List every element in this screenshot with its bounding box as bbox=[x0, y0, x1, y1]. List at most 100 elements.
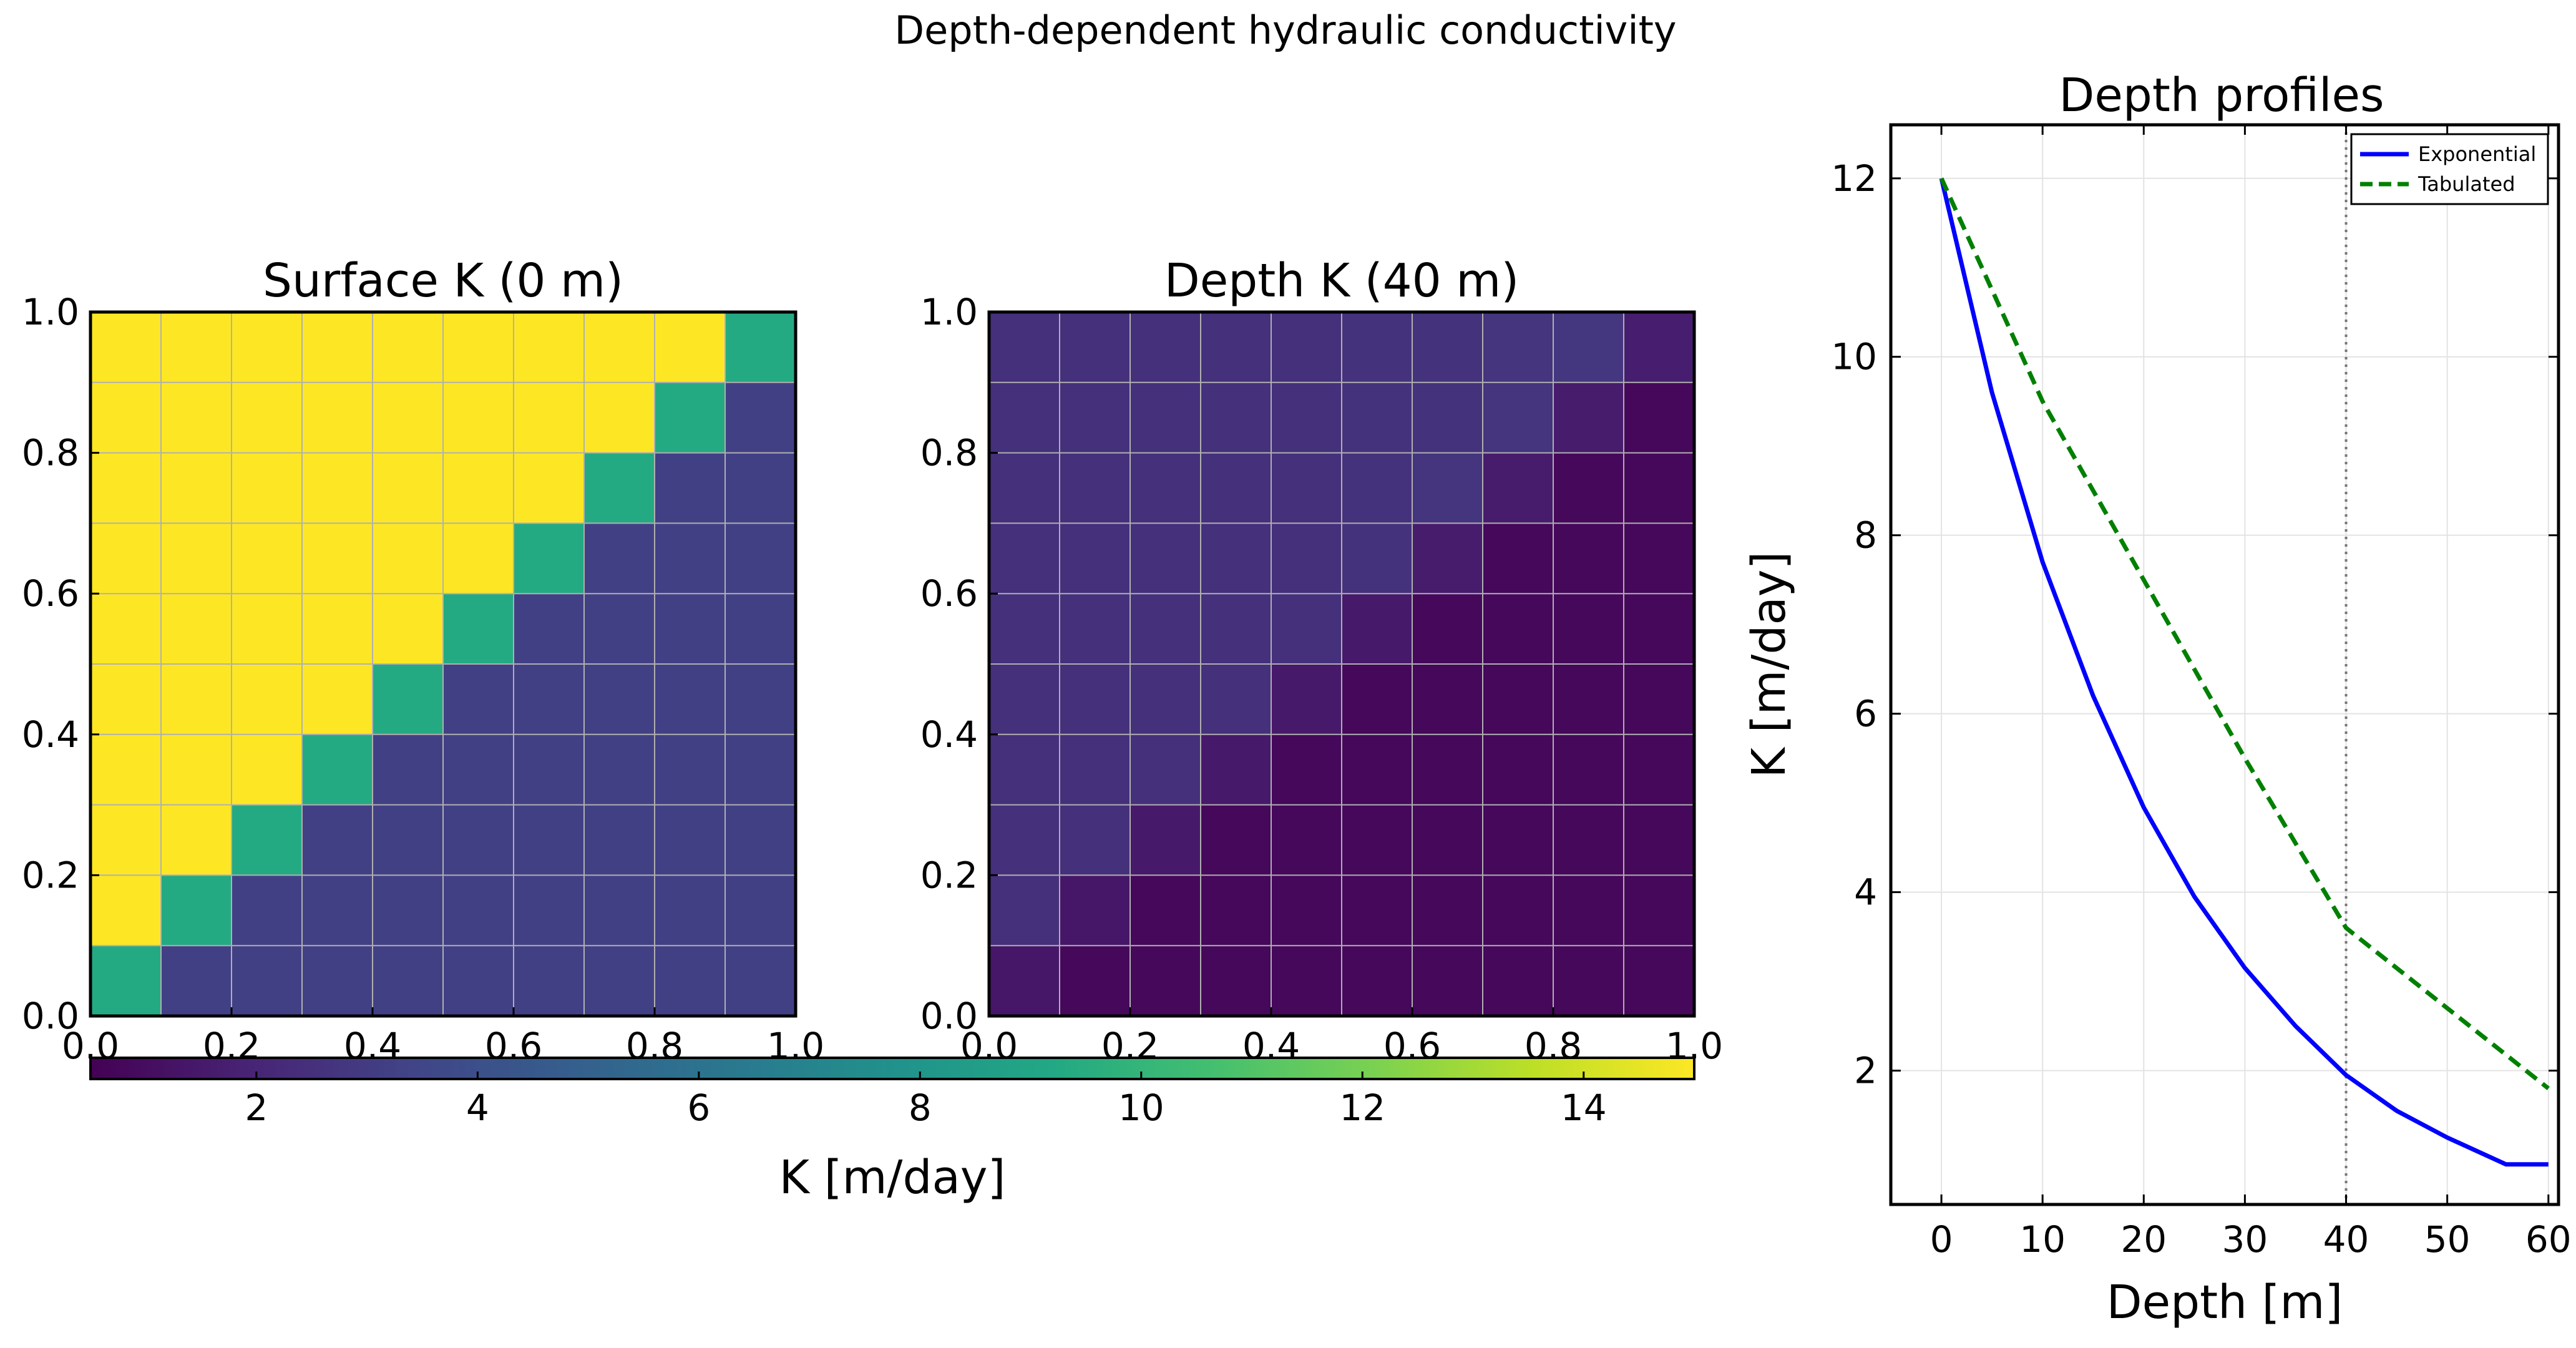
heatmap-cell bbox=[1624, 804, 1695, 876]
heatmap-cell bbox=[1201, 452, 1272, 524]
heatmap-cell bbox=[1342, 312, 1413, 383]
heatmap-cell bbox=[302, 312, 373, 383]
heatmap-cell bbox=[584, 452, 655, 524]
heatmap-cell bbox=[1483, 593, 1554, 665]
heatmap-cell bbox=[1553, 452, 1624, 524]
heatmap-cell bbox=[989, 452, 1060, 524]
heatmap-cell bbox=[1342, 734, 1413, 806]
heatmap-surface-y-ticks: 0.0 0.2 0.4 0.6 0.8 1.0 bbox=[22, 291, 99, 1037]
heatmap-cell bbox=[373, 523, 444, 594]
heatmap-cell bbox=[443, 734, 514, 806]
heatmap-cell bbox=[1271, 804, 1342, 876]
heatmap-cell bbox=[373, 452, 444, 524]
heatmap-surface-grid bbox=[90, 312, 796, 1016]
series-line-exponential bbox=[1939, 177, 2549, 1167]
heatmap-cell bbox=[1624, 452, 1695, 524]
heatmap-cell bbox=[1342, 875, 1413, 946]
heatmap-cell bbox=[1060, 593, 1131, 665]
heatmap-cell bbox=[655, 593, 726, 665]
heatmap-cell bbox=[302, 452, 373, 524]
y-tick-label: 8 bbox=[1854, 514, 1877, 557]
heatmap-cell bbox=[989, 945, 1060, 1017]
y-tick-label: 1.0 bbox=[22, 291, 79, 333]
heatmap-cell bbox=[1201, 945, 1272, 1017]
y-tick-label: 0.6 bbox=[22, 572, 79, 615]
heatmap-cell bbox=[1412, 593, 1483, 665]
x-tick-label: 10 bbox=[2019, 1218, 2066, 1261]
heatmap-cell bbox=[232, 804, 303, 876]
figure-title: Depth-dependent hydraulic conductivity bbox=[894, 7, 1676, 53]
heatmap-cell bbox=[989, 593, 1060, 665]
heatmap-cell bbox=[584, 945, 655, 1017]
heatmap-cell bbox=[1130, 523, 1201, 594]
depth-profiles-chart: Depth profiles 0 10 20 30 40 50 60 2 4 6 8 10 12 De… bbox=[1742, 69, 2572, 1329]
heatmap-cell bbox=[1201, 664, 1272, 735]
heatmap-cell bbox=[584, 664, 655, 735]
line-chart-series bbox=[1939, 177, 2550, 1167]
heatmap-cell bbox=[443, 523, 514, 594]
heatmap-cell bbox=[1060, 452, 1131, 524]
heatmap-cell bbox=[1412, 523, 1483, 594]
heatmap-depth-cells bbox=[989, 312, 1695, 1017]
heatmap-cell bbox=[373, 875, 444, 946]
heatmap-cell bbox=[1412, 312, 1483, 383]
heatmap-cell bbox=[1624, 734, 1695, 806]
heatmap-cell bbox=[584, 312, 655, 383]
heatmap-cell bbox=[1271, 523, 1342, 594]
heatmap-cell bbox=[1483, 804, 1554, 876]
y-tick-label: 0.4 bbox=[22, 713, 79, 756]
heatmap-cell bbox=[90, 945, 162, 1017]
heatmap-cell bbox=[232, 734, 303, 806]
heatmap-cell bbox=[1201, 804, 1272, 876]
heatmap-cell bbox=[655, 382, 726, 454]
heatmap-cell bbox=[1412, 804, 1483, 876]
heatmap-cell bbox=[1624, 593, 1695, 665]
heatmap-cell bbox=[584, 382, 655, 454]
heatmap-cell bbox=[1553, 945, 1624, 1017]
heatmap-cell bbox=[1624, 875, 1695, 946]
series-line-tabulated bbox=[1939, 177, 2550, 1090]
heatmap-cell bbox=[373, 664, 444, 735]
heatmap-cell bbox=[725, 804, 796, 876]
heatmap-cell bbox=[302, 734, 373, 806]
y-tick-label: 10 bbox=[1831, 336, 1877, 378]
heatmap-cell bbox=[302, 804, 373, 876]
heatmap-depth-grid bbox=[989, 312, 1694, 1016]
heatmap-cell bbox=[1553, 382, 1624, 454]
y-tick-label: 0.0 bbox=[22, 995, 79, 1037]
heatmap-cell bbox=[1271, 452, 1342, 524]
heatmap-cell bbox=[1342, 593, 1413, 665]
colorbar-tick-label: 12 bbox=[1339, 1087, 1385, 1129]
heatmap-cell bbox=[989, 523, 1060, 594]
heatmap-cell bbox=[514, 312, 585, 383]
heatmap-cell bbox=[232, 875, 303, 946]
x-tick-label: 50 bbox=[2424, 1218, 2471, 1261]
line-chart-title: Depth profiles bbox=[2059, 69, 2384, 122]
heatmap-cell bbox=[302, 523, 373, 594]
heatmap-cell bbox=[161, 312, 232, 383]
heatmap-depth-y-ticks: 0.0 0.2 0.4 0.6 0.8 1.0 bbox=[920, 291, 998, 1037]
y-tick-label: 0.8 bbox=[920, 432, 978, 474]
heatmap-cell bbox=[90, 804, 162, 876]
y-tick-label: 4 bbox=[1854, 871, 1877, 914]
heatmap-cell bbox=[1130, 734, 1201, 806]
y-tick-label: 1.0 bbox=[920, 291, 978, 333]
heatmap-cell bbox=[1553, 523, 1624, 594]
y-tick-label: 0.6 bbox=[920, 572, 978, 615]
line-chart-ylabel: K [m/day] bbox=[1742, 552, 1796, 778]
heatmap-cell bbox=[1483, 312, 1554, 383]
heatmap-cell bbox=[655, 945, 726, 1017]
y-tick-label: 0.8 bbox=[22, 432, 79, 474]
heatmap-cell bbox=[90, 523, 162, 594]
heatmap-surface-cells bbox=[90, 312, 796, 1017]
heatmap-cell bbox=[1271, 664, 1342, 735]
heatmap-cell bbox=[1271, 382, 1342, 454]
heatmap-depth: Depth K (40 m) 0.0 0.2 0.4 0.6 0.8 1.0 0.0 0.2… bbox=[920, 254, 1723, 1067]
line-chart-grid bbox=[1891, 125, 2559, 1204]
heatmap-cell bbox=[514, 452, 585, 524]
heatmap-cell bbox=[373, 734, 444, 806]
heatmap-cell bbox=[1201, 734, 1272, 806]
heatmap-cell bbox=[584, 804, 655, 876]
heatmap-cell bbox=[161, 382, 232, 454]
